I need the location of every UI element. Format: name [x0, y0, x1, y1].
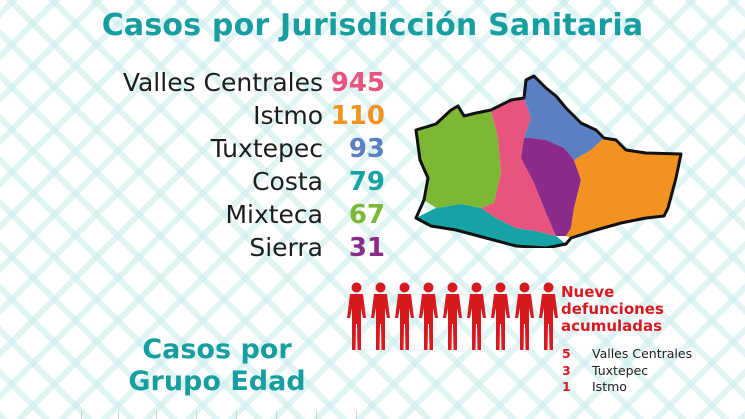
death-row: 3 Tuxtepec: [562, 363, 692, 380]
person-icon: [538, 282, 559, 352]
death-row: 1 Istmo: [562, 379, 692, 396]
map-region-sierra: [521, 138, 581, 236]
jurisdiction-name: Valles Centrales: [122, 68, 323, 97]
jurisdiction-name: Sierra: [249, 233, 323, 262]
death-jurisdiction: Valles Centrales: [592, 346, 693, 361]
person-icon: [394, 282, 415, 352]
jurisdiction-count: 945: [330, 67, 385, 98]
age-title-line: Grupo Edad: [128, 366, 306, 397]
person-icon: [466, 282, 487, 352]
map-region-istmo: [566, 138, 681, 238]
deaths-title: Nueve defunciones acumuladas: [561, 284, 664, 335]
axis-tick: [316, 411, 317, 419]
person-icon: [490, 282, 511, 352]
map-region-valles-centrales: [481, 98, 556, 236]
deaths-title-line: acumuladas: [561, 317, 663, 335]
jurisdiction-name: Tuxtepec: [210, 134, 323, 163]
death-row: 5 Valles Centrales: [562, 346, 692, 363]
axis-tick: [118, 411, 119, 419]
axis-tick: [356, 411, 357, 419]
death-count: 1: [562, 379, 571, 394]
jurisdiction-count: 110: [330, 100, 385, 131]
age-title-line: Casos por: [142, 334, 292, 365]
deaths-breakdown-list: 5 Valles Centrales 3 Tuxtepec 1 Istmo: [562, 346, 692, 396]
axis-tick: [196, 411, 197, 419]
jurisdiction-count: 31: [348, 232, 385, 263]
case-row-costa: Costa 79: [40, 165, 385, 198]
jurisdiction-count: 93: [348, 133, 385, 164]
map-region-tuxtepec: [524, 76, 604, 160]
map-region-mixteca: [416, 106, 501, 208]
page-title: Casos por Jurisdicción Sanitaria: [101, 8, 644, 43]
map-region-costa: [416, 204, 566, 248]
case-row-sierra: Sierra 31: [40, 231, 385, 264]
jurisdiction-count: 67: [348, 199, 385, 230]
deaths-people-icons: [346, 282, 559, 352]
person-icon: [514, 282, 535, 352]
deaths-title-line: defunciones: [561, 300, 664, 318]
death-count: 5: [562, 346, 571, 361]
axis-tick: [276, 411, 277, 419]
death-jurisdiction: Istmo: [592, 379, 627, 394]
case-row-mixteca: Mixteca 67: [40, 198, 385, 231]
death-count: 3: [562, 362, 571, 378]
deaths-title-line: Nueve: [561, 283, 615, 301]
person-icon: [442, 282, 463, 352]
map-icon: [414, 74, 683, 250]
axis-tick: [236, 411, 237, 419]
axis-tick: [156, 411, 157, 419]
person-icon: [370, 282, 391, 352]
jurisdiction-name: Istmo: [253, 101, 323, 130]
jurisdiction-name: Mixteca: [225, 200, 323, 229]
map-outline: [414, 74, 683, 250]
axis-tick: [81, 411, 82, 419]
age-group-section-title: Casos por Grupo Edad: [112, 334, 322, 398]
jurisdiction-count: 79: [348, 166, 385, 197]
death-jurisdiction: Tuxtepec: [592, 362, 649, 378]
person-icon: [346, 282, 367, 352]
oaxaca-jurisdiction-map: [406, 68, 686, 252]
case-row-istmo: Istmo 110: [40, 99, 385, 132]
age-chart-axis-ticks: [0, 411, 400, 419]
jurisdiction-name: Costa: [252, 167, 323, 196]
cases-by-jurisdiction-list: Valles Centrales 945 Istmo 110 Tuxtepec …: [40, 66, 385, 264]
person-icon: [418, 282, 439, 352]
case-row-tuxtepec: Tuxtepec 93: [40, 132, 385, 165]
case-row-valles-centrales: Valles Centrales 945: [40, 66, 385, 99]
